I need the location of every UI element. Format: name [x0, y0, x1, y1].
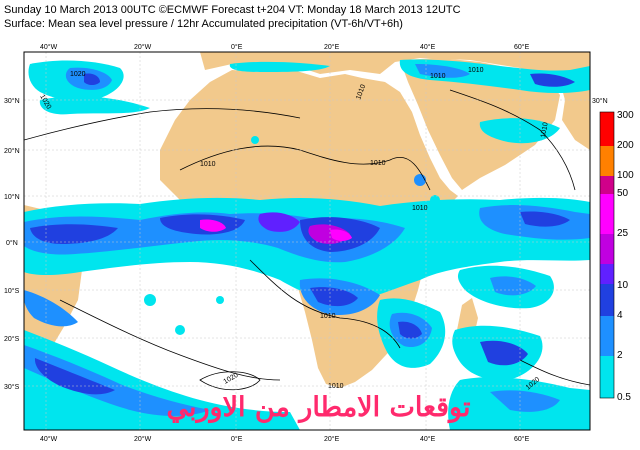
lon-label-bottom: 40°E: [420, 435, 436, 443]
isobar-label: 1020: [70, 71, 86, 78]
isobar-label: 1010: [540, 122, 550, 139]
lat-label-right: 30°N: [592, 97, 608, 105]
graticule: [24, 52, 590, 430]
colorbar-label: 300: [617, 110, 634, 121]
isobar-label: 1010: [430, 73, 446, 80]
colorbar-label: 10: [617, 280, 629, 291]
isobar-label: 1010: [320, 313, 336, 320]
isobar-label: 1010: [412, 205, 428, 212]
lon-label-top: 20°E: [324, 43, 340, 51]
colorbar-label: 100: [617, 170, 634, 181]
colorbar-bin: [600, 194, 614, 234]
lat-label-left: 10°N: [4, 193, 20, 201]
precipitation: [24, 59, 590, 430]
isobar-label: 1010: [200, 161, 216, 168]
lat-label-left: 30°N: [4, 97, 20, 105]
colorbar-bin: [600, 356, 614, 398]
isobar-label: 1010: [370, 160, 386, 167]
colorbar-label: 4: [617, 310, 623, 321]
lat-label-left: 20°N: [4, 147, 20, 155]
colorbar-label: 2: [617, 350, 623, 361]
isobar-label: 1010: [328, 383, 344, 390]
isobar-label: 1010: [468, 67, 484, 74]
lon-label-top: 0°E: [231, 43, 243, 51]
forecast-subtitle: Surface: Mean sea level pressure / 12hr …: [4, 18, 403, 30]
colorbar: [599, 111, 615, 399]
lon-label-top: 20°W: [134, 43, 152, 51]
colorbar-bin: [600, 176, 614, 194]
colorbar-label: 200: [617, 140, 634, 151]
lon-label-top: 40°E: [420, 43, 436, 51]
map-frame: [23, 51, 591, 431]
isobars: [24, 89, 590, 391]
lat-label-left: 30°S: [4, 383, 20, 391]
lat-label-left: 10°S: [4, 287, 20, 295]
colorbar-bin: [600, 112, 614, 146]
colorbar-label: 25: [617, 228, 629, 239]
lon-label-bottom: 20°W: [134, 435, 152, 443]
colorbar-bin: [600, 234, 614, 264]
asia-land: [560, 78, 590, 150]
lat-label-left: 20°S: [4, 335, 20, 343]
lat-label-left: 0°N: [6, 239, 18, 247]
isobar-label: 1010: [355, 84, 367, 101]
arabic-watermark: توقعات الامطار من الاوربي: [166, 392, 471, 423]
lon-label-bottom: 0°E: [231, 435, 243, 443]
lon-label-bottom: 20°E: [324, 435, 340, 443]
lon-label-top: 40°W: [40, 43, 58, 51]
europe-land: [200, 52, 590, 80]
forecast-title: Sunday 10 March 2013 00UTC ©ECMWF Foreca…: [4, 4, 461, 16]
colorbar-bin: [600, 284, 614, 316]
lon-label-bottom: 40°W: [40, 435, 58, 443]
colorbar-bin: [600, 146, 614, 176]
lon-label-bottom: 60°E: [514, 435, 530, 443]
lon-label-top: 60°E: [514, 43, 530, 51]
colorbar-bin: [600, 316, 614, 356]
colorbar-label: 0.5: [617, 392, 631, 403]
colorbar-label: 50: [617, 188, 629, 199]
colorbar-bin: [600, 264, 614, 284]
